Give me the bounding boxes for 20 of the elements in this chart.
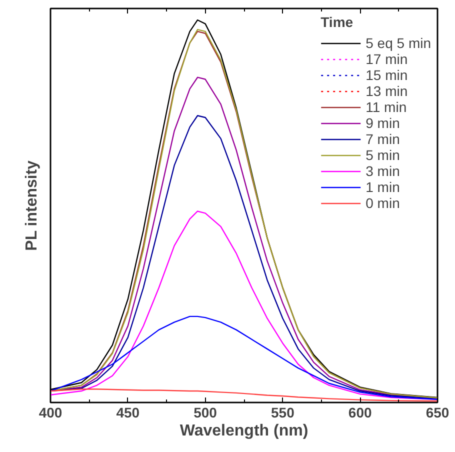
- legend-label: 9 min: [366, 115, 400, 131]
- legend-title: Time: [320, 14, 354, 30]
- x-tick-label: 500: [194, 404, 218, 420]
- legend-label: 0 min: [366, 195, 400, 211]
- legend-label: 1 min: [366, 179, 400, 195]
- legend-label: 5 eq 5 min: [366, 35, 431, 51]
- x-tick-label: 550: [271, 404, 295, 420]
- legend-label: 5 min: [366, 147, 400, 163]
- x-tick-label: 600: [348, 404, 372, 420]
- x-tick-label: 450: [116, 404, 140, 420]
- legend-label: 11 min: [366, 99, 407, 115]
- y-axis-title: PL intensity: [24, 160, 40, 251]
- x-tick-label: 650: [426, 404, 450, 420]
- legend-label: 3 min: [366, 163, 400, 179]
- x-tick-label: 400: [38, 404, 62, 420]
- x-axis-title: Wavelength (nm): [180, 422, 308, 440]
- legend-label: 13 min: [366, 83, 408, 99]
- legend-label: 15 min: [366, 67, 408, 83]
- legend-label: 7 min: [366, 131, 400, 147]
- legend-label: 17 min: [366, 51, 408, 67]
